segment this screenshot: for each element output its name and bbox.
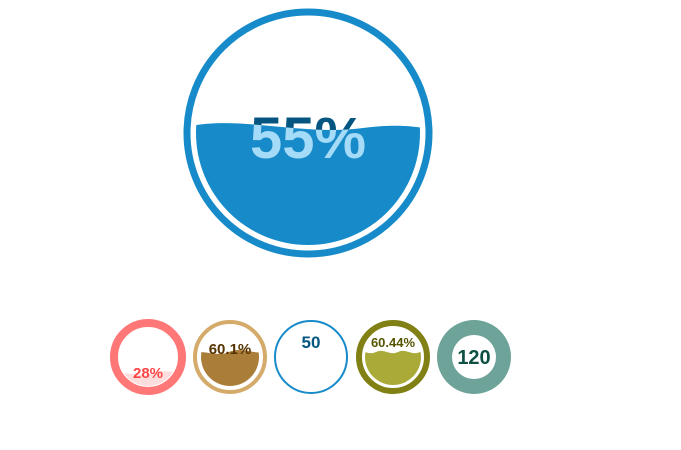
gauge-1-label: 28% xyxy=(133,365,163,382)
liquid-gauge-2: 60.1% xyxy=(193,320,267,394)
gauge-main-label-in-wave: 55% xyxy=(250,106,366,171)
gauge-4-fill xyxy=(365,350,421,385)
gauge-4-label: 60.44% xyxy=(371,335,416,350)
liquid-gauge-1: 28% xyxy=(110,319,186,395)
gauge-1-ring xyxy=(110,319,186,395)
gauge-main-label: 55% xyxy=(250,106,366,171)
gauge-2-ring xyxy=(193,320,267,394)
liquid-gauge-3: 50 xyxy=(274,320,348,394)
gauge-3-label: 50 xyxy=(302,333,321,352)
gauge-4-ring xyxy=(356,320,430,394)
gauge-5-label: 120 xyxy=(457,347,490,369)
liquid-gauge-main: 55% 55% xyxy=(183,8,433,258)
gauge-3-ring xyxy=(274,320,348,394)
gauge-main-ring xyxy=(183,8,433,258)
gauge-main-fill xyxy=(196,123,420,245)
gauge-2-label: 60.1% xyxy=(209,341,252,358)
liquid-gauge-5: 120 xyxy=(437,320,511,394)
gauge-2-fill xyxy=(201,350,259,386)
liquid-gauge-4: 60.44% xyxy=(356,320,430,394)
gauge-5-inner xyxy=(452,335,496,379)
